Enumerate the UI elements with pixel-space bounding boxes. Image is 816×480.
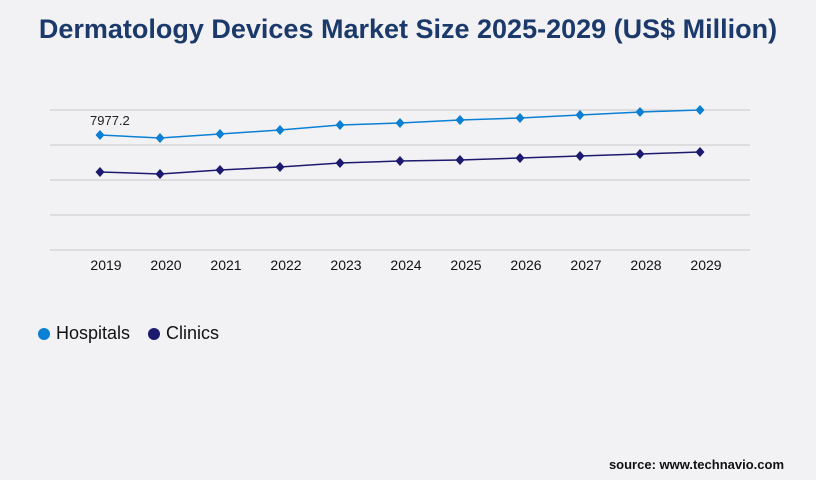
data-point bbox=[635, 107, 645, 118]
data-point bbox=[455, 155, 465, 166]
data-point bbox=[335, 120, 345, 131]
data-point bbox=[515, 113, 525, 124]
data-point bbox=[695, 105, 705, 115]
data-point bbox=[215, 129, 225, 140]
x-tick-label: 2024 bbox=[390, 257, 421, 273]
x-tick-label: 2027 bbox=[570, 257, 601, 273]
legend-item-hospitals: Hospitals bbox=[38, 323, 130, 344]
data-point bbox=[275, 161, 285, 172]
x-tick-label: 2026 bbox=[510, 257, 541, 273]
data-point bbox=[95, 166, 105, 177]
data-point bbox=[335, 158, 345, 169]
x-tick-label: 2025 bbox=[450, 257, 481, 273]
x-tick-label: 2029 bbox=[690, 257, 721, 273]
data-point bbox=[95, 130, 105, 141]
data-point bbox=[575, 110, 585, 121]
x-tick-label: 2022 bbox=[270, 257, 301, 273]
data-point bbox=[395, 118, 405, 129]
data-point bbox=[155, 133, 165, 144]
data-point bbox=[575, 150, 585, 161]
x-tick-label: 2023 bbox=[330, 257, 361, 273]
x-tick-label: 2019 bbox=[90, 257, 121, 273]
x-tick-label: 2020 bbox=[150, 257, 181, 273]
legend: Hospitals Clinics bbox=[38, 323, 219, 344]
line-chart: 2019 2020 2021 2022 2023 2024 2025 2026 2027 2028… bbox=[50, 105, 750, 273]
data-point bbox=[275, 125, 285, 136]
data-point bbox=[155, 169, 165, 180]
chart-title: Dermatology Devices Market Size 2025-202… bbox=[38, 14, 778, 44]
data-point bbox=[455, 115, 465, 126]
legend-label: Hospitals bbox=[56, 323, 131, 343]
data-point bbox=[515, 153, 525, 164]
x-tick-label: 2028 bbox=[630, 257, 661, 273]
data-point bbox=[395, 156, 405, 167]
x-tick-label: 2021 bbox=[210, 257, 241, 273]
data-point bbox=[635, 149, 645, 160]
legend-item-clinics: Clinics bbox=[148, 323, 219, 344]
data-label: 7977.2 bbox=[90, 113, 130, 128]
data-point bbox=[695, 147, 705, 158]
source-note: source: www.technavio.com bbox=[608, 457, 784, 472]
legend-marker-icon bbox=[38, 327, 50, 340]
legend-label: Clinics bbox=[166, 323, 220, 343]
data-point bbox=[215, 164, 225, 175]
legend-marker-icon bbox=[148, 327, 161, 340]
